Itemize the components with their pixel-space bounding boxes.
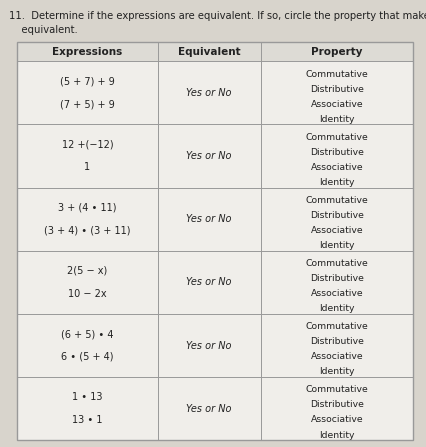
Text: Commutative: Commutative xyxy=(305,196,368,205)
Text: Distributive: Distributive xyxy=(310,401,364,409)
Text: equivalent.: equivalent. xyxy=(9,25,77,34)
Text: 12 +(−12): 12 +(−12) xyxy=(61,139,113,150)
Text: Distributive: Distributive xyxy=(310,84,364,93)
Text: Commutative: Commutative xyxy=(305,133,368,142)
Text: Commutative: Commutative xyxy=(305,322,368,331)
Text: (7 + 5) + 9: (7 + 5) + 9 xyxy=(60,99,115,109)
Text: Equivalent: Equivalent xyxy=(178,47,241,57)
Text: Yes or No: Yes or No xyxy=(187,214,232,224)
Text: Associative: Associative xyxy=(311,163,363,172)
Text: Identity: Identity xyxy=(319,241,355,250)
Text: Distributive: Distributive xyxy=(310,274,364,283)
Text: Commutative: Commutative xyxy=(305,385,368,394)
Text: Yes or No: Yes or No xyxy=(187,404,232,414)
Text: Associative: Associative xyxy=(311,100,363,109)
Text: Identity: Identity xyxy=(319,178,355,187)
Text: 1: 1 xyxy=(84,162,90,173)
Text: Distributive: Distributive xyxy=(310,337,364,346)
Text: 11.  Determine if the expressions are equivalent. If so, circle the property tha: 11. Determine if the expressions are equ… xyxy=(9,11,426,21)
Text: Associative: Associative xyxy=(311,416,363,425)
Text: Associative: Associative xyxy=(311,352,363,361)
Text: Commutative: Commutative xyxy=(305,70,368,79)
Text: Identity: Identity xyxy=(319,114,355,124)
Text: Yes or No: Yes or No xyxy=(187,151,232,161)
Text: 2(5 − x): 2(5 − x) xyxy=(67,266,107,276)
Text: (5 + 7) + 9: (5 + 7) + 9 xyxy=(60,76,115,86)
Text: Distributive: Distributive xyxy=(310,148,364,157)
Text: Identity: Identity xyxy=(319,430,355,439)
Text: Property: Property xyxy=(311,47,363,57)
Text: Yes or No: Yes or No xyxy=(187,88,232,98)
Text: Associative: Associative xyxy=(311,289,363,298)
Text: Associative: Associative xyxy=(311,226,363,235)
Text: (3 + 4) • (3 + 11): (3 + 4) • (3 + 11) xyxy=(44,226,131,236)
Text: (6 + 5) • 4: (6 + 5) • 4 xyxy=(61,329,114,339)
Text: 3 + (4 • 11): 3 + (4 • 11) xyxy=(58,203,117,213)
Text: Expressions: Expressions xyxy=(52,47,123,57)
Bar xyxy=(17,42,413,440)
Bar xyxy=(17,42,413,61)
Text: 10 − 2x: 10 − 2x xyxy=(68,289,106,299)
Bar xyxy=(17,42,413,440)
Text: Yes or No: Yes or No xyxy=(187,277,232,287)
Text: 13 • 1: 13 • 1 xyxy=(72,415,103,425)
Text: Identity: Identity xyxy=(319,304,355,313)
Text: Distributive: Distributive xyxy=(310,211,364,220)
Text: Identity: Identity xyxy=(319,367,355,376)
Text: Yes or No: Yes or No xyxy=(187,341,232,350)
Text: 6 • (5 + 4): 6 • (5 + 4) xyxy=(61,352,114,362)
Text: Commutative: Commutative xyxy=(305,259,368,268)
Text: 1 • 13: 1 • 13 xyxy=(72,392,103,402)
